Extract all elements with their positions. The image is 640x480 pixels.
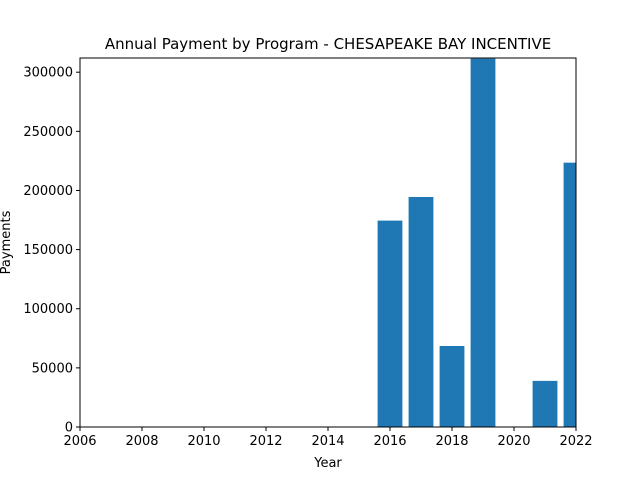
y-axis-label: Payments (0, 210, 14, 274)
y-tick-label: 0 (65, 421, 73, 436)
bar-2018 (439, 345, 465, 427)
x-tick-label: 2010 (187, 434, 220, 449)
bar-2022 (563, 162, 576, 427)
bars-group (377, 58, 576, 427)
y-tick-label: 50000 (32, 361, 73, 376)
y-tick-label: 150000 (23, 243, 73, 258)
x-tick-label: 2014 (311, 434, 344, 449)
x-tick-label: 2020 (497, 434, 530, 449)
x-axis-label: Year (313, 456, 342, 471)
x-tick-label: 2006 (63, 434, 96, 449)
x-tick-label: 2022 (559, 434, 592, 449)
x-axis: 2006 2008 2010 2012 2014 2016 2018 2020 2022 (63, 427, 593, 449)
bar-2017 (408, 196, 434, 427)
bar-2019 (470, 58, 496, 427)
y-tick-label: 100000 (23, 302, 73, 317)
x-tick-label: 2018 (435, 434, 468, 449)
x-tick-label: 2008 (125, 434, 158, 449)
y-tick-label: 300000 (23, 66, 73, 81)
bar-2016 (377, 220, 403, 427)
y-tick-label: 250000 (23, 125, 73, 140)
x-tick-label: 2012 (249, 434, 282, 449)
chart-title: Annual Payment by Program - CHESAPEAKE B… (105, 35, 551, 53)
x-tick-label: 2016 (373, 434, 406, 449)
y-axis: 0 50000 100000 150000 200000 250000 300000 (23, 66, 80, 436)
y-tick-label: 200000 (23, 184, 73, 199)
bar-2021 (532, 380, 558, 427)
